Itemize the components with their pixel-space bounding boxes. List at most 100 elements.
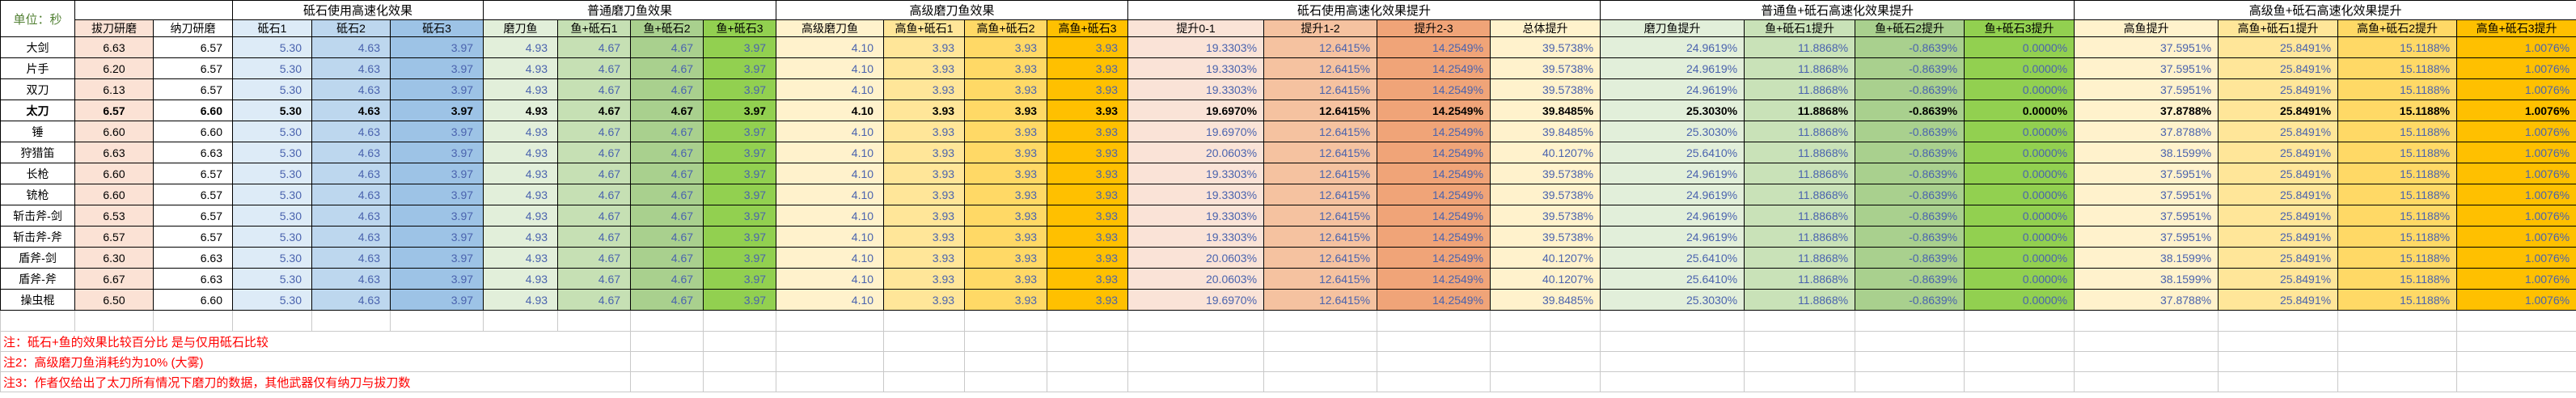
value-cell[interactable]: 14.2549% <box>1377 268 1491 290</box>
empty-cell[interactable] <box>2074 310 2219 332</box>
value-cell[interactable]: 6.20 <box>74 57 154 79</box>
value-cell[interactable]: 4.93 <box>483 100 559 121</box>
value-cell[interactable]: 39.5738% <box>1490 184 1601 205</box>
value-cell[interactable]: 14.2549% <box>1377 184 1491 205</box>
value-cell[interactable]: 3.93 <box>883 121 966 142</box>
empty-cell[interactable] <box>703 331 777 352</box>
value-cell[interactable]: 6.53 <box>74 205 154 227</box>
value-cell[interactable]: 0.0000% <box>1964 36 2075 58</box>
empty-cell[interactable] <box>1744 371 1856 392</box>
value-cell[interactable]: 4.67 <box>630 205 704 227</box>
value-cell[interactable]: 5.30 <box>232 163 312 184</box>
value-cell[interactable]: 4.93 <box>483 57 559 79</box>
value-cell[interactable]: 3.97 <box>703 247 777 269</box>
weapon-name-cell[interactable]: 操虫棍 <box>0 289 75 311</box>
value-cell[interactable]: 3.93 <box>883 184 966 205</box>
value-cell[interactable]: 11.8868% <box>1744 226 1856 248</box>
value-cell[interactable]: 4.63 <box>311 205 391 227</box>
value-cell[interactable]: 4.63 <box>311 36 391 58</box>
value-cell[interactable]: 3.93 <box>1047 226 1129 248</box>
weapon-name-cell[interactable]: 铳枪 <box>0 184 75 205</box>
value-cell[interactable]: 4.63 <box>311 100 391 121</box>
value-cell[interactable]: 3.93 <box>1047 163 1129 184</box>
value-cell[interactable]: 25.8491% <box>2218 247 2339 269</box>
value-cell[interactable]: 14.2549% <box>1377 226 1491 248</box>
value-cell[interactable]: 0.0000% <box>1964 121 2075 142</box>
value-cell[interactable]: -0.8639% <box>1855 163 1965 184</box>
empty-cell[interactable] <box>2218 310 2339 332</box>
value-cell[interactable]: 0.0000% <box>1964 142 2075 163</box>
value-cell[interactable]: 25.6410% <box>1600 142 1745 163</box>
value-cell[interactable]: 4.10 <box>776 184 885 205</box>
empty-cell[interactable] <box>1744 331 1856 352</box>
value-cell[interactable]: 37.5951% <box>2074 36 2219 58</box>
empty-cell[interactable] <box>557 310 632 332</box>
empty-cell[interactable] <box>2218 371 2339 392</box>
column-header-14[interactable]: 提升1-2 <box>1263 19 1378 37</box>
value-cell[interactable]: 11.8868% <box>1744 289 1856 311</box>
empty-cell[interactable] <box>1490 371 1601 392</box>
empty-cell[interactable] <box>964 351 1048 372</box>
value-cell[interactable]: 5.30 <box>232 289 312 311</box>
weapon-name-cell[interactable]: 盾斧-剑 <box>0 247 75 269</box>
weapon-name-cell[interactable]: 斩击斧-剑 <box>0 205 75 227</box>
value-cell[interactable]: 37.5951% <box>2074 226 2219 248</box>
value-cell[interactable]: 1.0076% <box>2456 57 2576 79</box>
value-cell[interactable]: 6.57 <box>153 163 233 184</box>
value-cell[interactable]: 37.5951% <box>2074 78 2219 100</box>
value-cell[interactable]: 3.97 <box>703 268 777 290</box>
value-cell[interactable]: 4.10 <box>776 163 885 184</box>
empty-cell[interactable] <box>1127 310 1265 332</box>
value-cell[interactable]: 15.1188% <box>2337 142 2458 163</box>
value-cell[interactable]: 11.8868% <box>1744 78 1856 100</box>
empty-cell[interactable] <box>1964 310 2075 332</box>
value-cell[interactable]: 39.8485% <box>1490 100 1601 121</box>
value-cell[interactable]: 5.30 <box>232 268 312 290</box>
value-cell[interactable]: 3.97 <box>703 184 777 205</box>
value-cell[interactable]: 11.8868% <box>1744 100 1856 121</box>
value-cell[interactable]: 24.9619% <box>1600 57 1745 79</box>
column-header-22[interactable]: 高鱼+砥石1提升 <box>2218 19 2339 37</box>
value-cell[interactable]: 3.93 <box>883 57 966 79</box>
value-cell[interactable]: 15.1188% <box>2337 205 2458 227</box>
empty-cell[interactable] <box>1490 310 1601 332</box>
value-cell[interactable]: 3.97 <box>703 205 777 227</box>
value-cell[interactable]: 15.1188% <box>2337 226 2458 248</box>
value-cell[interactable]: 3.93 <box>1047 57 1129 79</box>
value-cell[interactable]: -0.8639% <box>1855 36 1965 58</box>
value-cell[interactable]: 20.0603% <box>1127 268 1265 290</box>
value-cell[interactable]: 0.0000% <box>1964 247 2075 269</box>
value-cell[interactable]: 15.1188% <box>2337 121 2458 142</box>
empty-cell[interactable] <box>1490 331 1601 352</box>
empty-cell[interactable] <box>1855 331 1965 352</box>
value-cell[interactable]: 3.93 <box>1047 121 1129 142</box>
empty-cell[interactable] <box>1377 310 1491 332</box>
value-cell[interactable]: 3.93 <box>883 268 966 290</box>
value-cell[interactable]: 4.63 <box>311 121 391 142</box>
group-header-4[interactable]: 砥石使用高速化效果提升 <box>1127 0 1601 20</box>
value-cell[interactable]: 5.30 <box>232 57 312 79</box>
value-cell[interactable]: 15.1188% <box>2337 78 2458 100</box>
value-cell[interactable]: 11.8868% <box>1744 247 1856 269</box>
column-header-16[interactable]: 总体提升 <box>1490 19 1601 37</box>
empty-cell[interactable] <box>776 310 885 332</box>
group-header-5[interactable]: 普通鱼+砥石高速化效果提升 <box>1600 0 2075 20</box>
value-cell[interactable]: 19.3303% <box>1127 36 1265 58</box>
value-cell[interactable]: 6.67 <box>74 268 154 290</box>
empty-cell[interactable] <box>2456 310 2576 332</box>
value-cell[interactable]: 3.97 <box>389 205 484 227</box>
value-cell[interactable]: 25.6410% <box>1600 268 1745 290</box>
value-cell[interactable]: 25.6410% <box>1600 247 1745 269</box>
empty-cell[interactable] <box>2456 371 2576 392</box>
value-cell[interactable]: 25.8491% <box>2218 78 2339 100</box>
value-cell[interactable]: 3.93 <box>1047 78 1129 100</box>
column-header-15[interactable]: 提升2-3 <box>1377 19 1491 37</box>
empty-cell[interactable] <box>883 371 966 392</box>
note-text-3[interactable]: 注3：作者仅给出了太刀所有情况下磨刀的数据，其他武器仅有纳刀与拔刀数 <box>0 371 631 392</box>
value-cell[interactable]: 11.8868% <box>1744 163 1856 184</box>
value-cell[interactable]: 4.10 <box>776 205 885 227</box>
value-cell[interactable]: 14.2549% <box>1377 121 1491 142</box>
value-cell[interactable]: 25.8491% <box>2218 184 2339 205</box>
value-cell[interactable]: 0.0000% <box>1964 268 2075 290</box>
value-cell[interactable]: 24.9619% <box>1600 205 1745 227</box>
